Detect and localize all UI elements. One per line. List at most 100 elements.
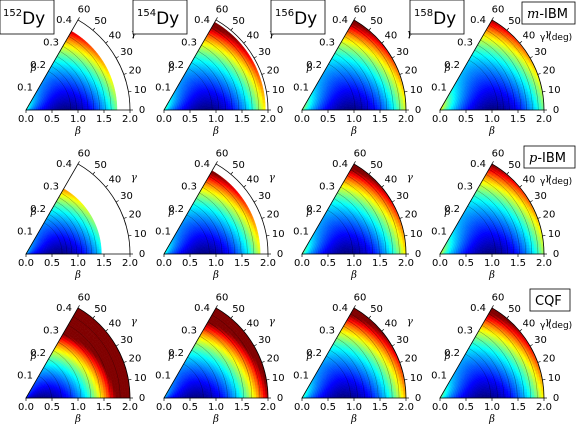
gamma-tick-label: 50 xyxy=(370,16,383,27)
gamma-tick-label: 30 xyxy=(396,47,409,58)
surface-cell xyxy=(262,99,266,104)
pes-panel: 0.0 0.5 1.0 1.5 2.0β0.10.20.30.4β01020304050… xyxy=(17,5,147,137)
beta-tick-label: 1.0 xyxy=(346,114,362,125)
gamma-tick-label: 0 xyxy=(277,105,283,116)
surface-cell xyxy=(239,104,243,108)
gamma-tick xyxy=(253,56,257,59)
surface-cell xyxy=(260,106,264,111)
gamma-tick-label: 30 xyxy=(258,47,271,58)
surface-cell xyxy=(97,104,101,108)
gamma-tick xyxy=(115,56,119,59)
gamma-tick xyxy=(92,27,96,31)
beta-tick-label: 1.0 xyxy=(70,114,86,125)
surface-cell xyxy=(85,105,89,109)
gamma-tick xyxy=(353,17,356,21)
surface-cell xyxy=(251,103,255,108)
gamma-tick-label: 20 xyxy=(129,65,142,76)
beta-ray-tick-label: 0.4 xyxy=(332,15,348,26)
beta-ray-tick-label: 0.3 xyxy=(43,37,59,48)
gamma-tick xyxy=(266,91,270,93)
surface-cell xyxy=(393,106,397,111)
surface-cell xyxy=(261,95,266,100)
surface-cell xyxy=(89,105,93,108)
beta-ray-tick-label: 0.1 xyxy=(155,82,171,93)
gamma-tick-label: 10 xyxy=(134,85,147,96)
surface-cell xyxy=(398,106,402,111)
beta-ray-tick-label: 0.4 xyxy=(194,15,210,26)
surface-cell xyxy=(114,100,117,105)
surface-cell xyxy=(249,106,252,111)
beta-tick-label: 0.5 xyxy=(320,114,336,125)
surface-cell xyxy=(244,106,248,111)
beta-tick-label: 0.5 xyxy=(182,114,198,125)
surface-cell xyxy=(386,106,390,111)
surface-cell xyxy=(223,105,227,109)
surface-cell xyxy=(503,105,507,108)
surface-cell xyxy=(262,106,266,111)
surface-cell xyxy=(508,104,512,108)
surface-cell xyxy=(261,92,265,97)
surface-cell xyxy=(95,104,99,108)
gamma-tick-label: 30 xyxy=(120,47,133,58)
surface-cell xyxy=(255,106,259,111)
surface-cell xyxy=(400,102,404,107)
gamma-tick-label: 10 xyxy=(410,85,423,96)
surface-cell xyxy=(251,106,255,111)
gamma-tick-label: 50 xyxy=(94,16,107,27)
surface-cell xyxy=(396,106,400,111)
surface-cell xyxy=(367,105,371,108)
surface-cell xyxy=(381,104,385,108)
gamma-tick xyxy=(215,17,218,21)
beta-tick-label: 1.5 xyxy=(96,114,112,125)
surface-cell xyxy=(112,106,116,111)
gamma-tick xyxy=(261,73,265,75)
gamma-tick xyxy=(399,73,403,75)
surface-cell xyxy=(108,103,111,108)
surface-cell xyxy=(379,106,383,111)
gamma-tick-label: 20 xyxy=(267,65,280,76)
beta-axis-label: β xyxy=(350,126,357,137)
surface-cell xyxy=(242,106,245,111)
gamma-tick-label: 0 xyxy=(415,105,421,116)
surface-cell xyxy=(363,105,366,109)
gamma-tick xyxy=(243,40,247,44)
surface-cell xyxy=(253,106,257,111)
beta-ray-tick-label: 0.3 xyxy=(181,37,197,48)
surface-cell xyxy=(374,104,378,108)
surface-cell xyxy=(114,103,118,108)
beta-ray-tick-label: 0.3 xyxy=(319,37,335,48)
surface-cell xyxy=(113,93,117,98)
beta-axis-label: β xyxy=(212,126,219,137)
surface-cell xyxy=(260,102,264,107)
gamma-tick xyxy=(391,56,395,59)
gamma-tick-label: 40 xyxy=(384,30,397,41)
surface-cell xyxy=(106,106,109,111)
surface-cell xyxy=(225,105,229,109)
surface-cell xyxy=(391,103,395,108)
surface-cell xyxy=(505,105,509,108)
surface-cell xyxy=(377,107,381,111)
surface-cell xyxy=(393,103,397,107)
beta-tick-label: 1.5 xyxy=(234,114,250,125)
gamma-tick-label: 10 xyxy=(272,85,285,96)
surface-cell xyxy=(100,107,103,111)
surface-cell xyxy=(83,105,87,109)
gamma-tick-label: 20 xyxy=(405,65,418,76)
surface-cell xyxy=(102,104,105,108)
surface-cell xyxy=(370,104,374,108)
gamma-tick-label: 40 xyxy=(246,30,259,41)
gamma-tick-label: 0 xyxy=(139,105,145,116)
gamma-tick-label: 60 xyxy=(354,5,367,16)
surface-cell xyxy=(382,106,385,111)
surface-cell xyxy=(232,104,236,108)
surface-cell xyxy=(100,104,103,108)
beta-tick-label: 0.0 xyxy=(156,114,172,125)
gamma-tick xyxy=(105,40,109,44)
surface-cell xyxy=(106,104,109,108)
surface-cell xyxy=(102,107,105,111)
surface-cell xyxy=(396,103,400,107)
beta-tick-label: 1.0 xyxy=(208,114,224,125)
beta-tick-label: 0.5 xyxy=(44,114,60,125)
surface-cell xyxy=(114,106,118,111)
